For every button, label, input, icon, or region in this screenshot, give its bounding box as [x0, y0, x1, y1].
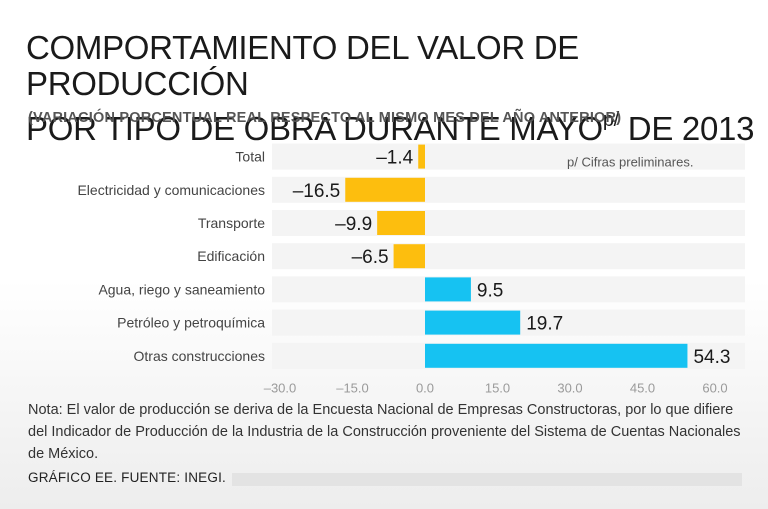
row-band [272, 176, 745, 203]
tick-label: –30.0 [264, 380, 297, 395]
tick-label: 0.0 [416, 380, 434, 395]
row-band [272, 243, 745, 270]
row-band [272, 276, 745, 303]
source-divider-bar [232, 473, 742, 486]
row-band [272, 143, 745, 170]
footnote: Nota: El valor de producción se deriva d… [28, 402, 741, 462]
source-credit: GRÁFICO EE. FUENTE: INEGI. [28, 470, 226, 485]
category-label: Edificación [197, 248, 265, 264]
bar [425, 277, 471, 302]
category-label: Transporte [198, 215, 265, 231]
data-label: –1.4 [376, 148, 413, 169]
data-label: –6.5 [352, 247, 389, 268]
preliminary-note: p/ Cifras preliminares. [567, 155, 693, 170]
bar [345, 177, 425, 202]
category-label: Agua, riego y saneamiento [98, 281, 265, 297]
data-label: 9.5 [477, 280, 503, 301]
title-superscript: p/ [602, 109, 619, 131]
row-band [272, 210, 745, 236]
tick-label: 60.0 [702, 380, 727, 395]
bar [425, 310, 521, 335]
title-line-1: COMPORTAMIENTO DEL VALOR DE PRODUCCIÓN [26, 29, 579, 102]
data-label: 54.3 [693, 347, 730, 368]
tick-label: 15.0 [485, 380, 510, 395]
tick-label: 30.0 [557, 380, 582, 395]
title-line-2-main: POR TIPO DE OBRA DURANTE MAYO [26, 110, 603, 147]
bar [418, 144, 425, 169]
bar [377, 211, 425, 235]
bar-chart: Total –1.4 Electricidad y comunicaciones –1… [77, 143, 745, 395]
data-label: –16.5 [293, 181, 341, 202]
title-line-2-end: DE 2013 [618, 110, 755, 147]
category-label: Total [235, 149, 265, 165]
bar [425, 343, 688, 368]
category-label: Petróleo y petroquímica [117, 315, 265, 331]
data-label: –9.9 [335, 214, 372, 235]
category-label: Electricidad y comunicaciones [77, 182, 265, 198]
data-label: 19.7 [526, 314, 563, 335]
tick-label: –15.0 [336, 380, 369, 395]
chart-title: COMPORTAMIENTO DEL VALOR DE PRODUCCIÓN P… [26, 30, 756, 147]
chart-subtitle: (VARIACIÓN PORCENTUAL REAL RESPECTO AL M… [28, 110, 622, 126]
category-label: Otras construcciones [134, 348, 266, 364]
bar [393, 244, 425, 269]
tick-label: 45.0 [630, 380, 655, 395]
title-line-2: POR TIPO DE OBRA DURANTE MAYOp/ DE 2013 [26, 102, 756, 147]
